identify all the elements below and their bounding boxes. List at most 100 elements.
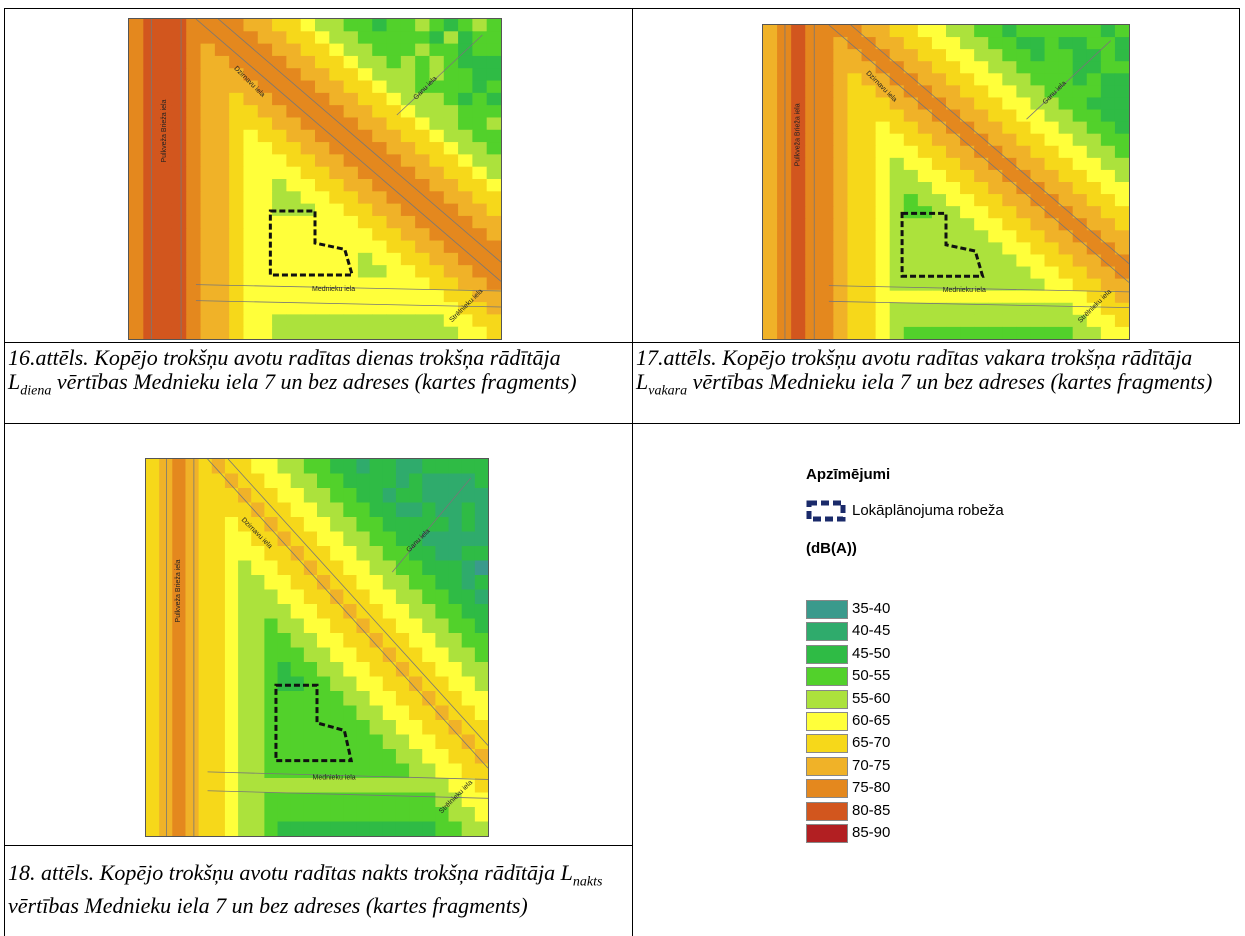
map-cell: [1072, 218, 1088, 231]
map-cell: [1100, 194, 1116, 207]
map-cell: [277, 676, 292, 692]
map-cell: [409, 575, 423, 590]
map-cell: [448, 662, 463, 677]
map-cell: [415, 166, 430, 180]
map-cell: [214, 105, 230, 118]
map-cell: [1044, 278, 1060, 292]
map-cell: [357, 154, 373, 168]
map-cell: [286, 314, 302, 328]
street-line: [828, 300, 1129, 308]
map-cell: [1114, 97, 1129, 111]
map-cell: [129, 92, 144, 106]
map-cell: [988, 326, 1003, 339]
map-cell: [277, 546, 292, 561]
map-cell: [415, 129, 430, 143]
map-cell: [443, 43, 459, 57]
map-cell: [251, 647, 265, 663]
map-cell: [272, 252, 287, 266]
map-cell: [277, 691, 292, 706]
map-cell: [129, 80, 144, 94]
map-cell: [805, 121, 820, 135]
map-cell: [343, 792, 357, 808]
map-cell: [763, 25, 778, 38]
map-cell: [1030, 97, 1046, 111]
map-cell: [129, 179, 144, 192]
map-cell: [889, 194, 905, 207]
map-cell: [224, 662, 239, 677]
map-cell: [257, 105, 273, 118]
map-cell: [146, 691, 160, 706]
map-cell: [200, 277, 216, 291]
map-cell: [224, 575, 239, 590]
map-cell: [763, 145, 778, 159]
map-cell: [382, 734, 397, 750]
map-cell: [422, 633, 436, 648]
map-cell: [303, 676, 318, 692]
map-cell: [422, 546, 436, 561]
map-cell: [356, 763, 371, 779]
map-cell: [198, 459, 213, 474]
map-cell: [443, 215, 459, 229]
map-cell: [214, 129, 230, 143]
map-cell: [472, 166, 488, 180]
map-cell: [805, 169, 820, 183]
map-cell: [171, 31, 187, 45]
map-cell: [448, 691, 463, 706]
map-cell: [461, 749, 476, 764]
map-cell: [171, 80, 187, 94]
map-cell: [1002, 49, 1017, 62]
map-cell: [211, 589, 226, 605]
map-cell: [1072, 169, 1088, 183]
map-cell: [343, 43, 359, 57]
map-cell: [264, 488, 279, 503]
map-cell: [386, 31, 402, 45]
map-cell: [474, 473, 488, 489]
map-cell: [903, 290, 919, 304]
map-cell: [146, 531, 160, 547]
map-cell: [875, 37, 891, 50]
map-cell: [238, 705, 252, 721]
map-cell: [243, 302, 259, 315]
map-cell: [791, 326, 806, 339]
map-cell: [238, 560, 252, 576]
map-cell: [303, 546, 318, 561]
map-cell: [903, 182, 919, 195]
map-cell: [461, 604, 476, 619]
map-cell: [472, 68, 488, 82]
map-cell: [1002, 97, 1017, 111]
map-cell: [931, 218, 947, 231]
map-cell: [224, 749, 239, 764]
map-cell: [185, 807, 200, 822]
map-cell: [1114, 169, 1129, 183]
map-cell: [300, 43, 316, 57]
map-cell: [343, 604, 357, 619]
map-cell: [1044, 230, 1060, 243]
map-cell: [172, 546, 186, 561]
map-cell: [409, 618, 423, 634]
map-cell: [185, 778, 200, 793]
map-cell: [777, 97, 792, 111]
map-cell: [415, 228, 430, 242]
map-cell: [805, 314, 820, 328]
map-cell: [303, 720, 318, 735]
map-cell: [300, 129, 316, 143]
map-cell: [264, 662, 279, 677]
map-cell: [214, 31, 230, 45]
map-cell: [224, 502, 239, 518]
caption-text: vērtības Mednieku iela 7 un bez adreses …: [692, 369, 1213, 394]
map-cell: [415, 19, 430, 32]
map-cell: [819, 109, 834, 123]
map-cell: [185, 676, 200, 692]
map-cell: [443, 117, 459, 131]
map-cell: [143, 166, 159, 180]
map-cell: [443, 166, 459, 180]
map-cell: [200, 105, 216, 118]
map-cell: [157, 80, 173, 94]
map-cell: [443, 55, 459, 69]
map-cell: [214, 80, 230, 94]
map-cell: [300, 179, 316, 192]
map-cell: [974, 49, 989, 62]
map-cell: [186, 80, 202, 94]
map-cell: [1016, 109, 1031, 123]
map-cell: [330, 662, 344, 677]
